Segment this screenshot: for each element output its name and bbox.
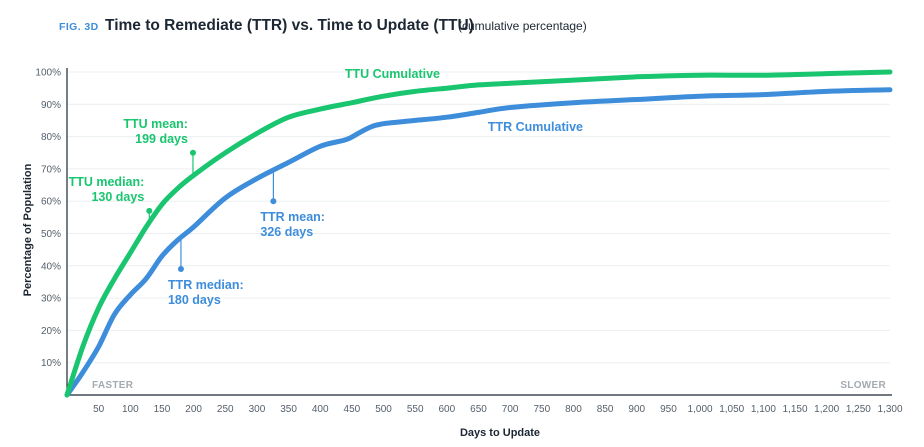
annotation-ttr-median-180-days: TTR median:180 days	[168, 237, 244, 307]
x-tick-label-450: 450	[344, 404, 361, 415]
annotation-text-line: 199 days	[135, 132, 188, 146]
annotation-ttu-median-130-days: TTU median:130 days	[69, 175, 153, 223]
x-tick-label-50: 50	[93, 404, 105, 415]
x-tick-label-1150: 1,150	[783, 404, 808, 415]
y-tick-label-30: 30%	[41, 294, 61, 305]
chart-title: Time to Remediate (TTR) vs. Time to Upda…	[105, 17, 474, 34]
gridlines	[67, 71, 890, 364]
annotation-text-line: TTU mean:	[123, 117, 188, 131]
annotation-marker	[146, 207, 153, 214]
y-tick-label-100: 100%	[35, 68, 61, 79]
x-tick-label-600: 600	[439, 404, 456, 415]
faster-label: FASTER	[92, 380, 134, 391]
x-tick-label-300: 300	[249, 404, 266, 415]
annotation-text-line: 180 days	[168, 293, 221, 307]
x-tick-label-800: 800	[565, 404, 582, 415]
x-tick-label-350: 350	[280, 404, 297, 415]
x-tick-label-550: 550	[407, 404, 424, 415]
annotation-text-line: TTR median:	[168, 278, 244, 292]
figure-label: FIG. 3D	[59, 21, 99, 33]
series-lines	[64, 69, 893, 398]
x-tick-label-100: 100	[122, 404, 139, 415]
annotation-text-line: TTR mean:	[260, 210, 325, 224]
y-tick-label-40: 40%	[41, 261, 61, 272]
slower-label: SLOWER	[840, 380, 886, 391]
annotation-marker	[177, 266, 184, 273]
x-tick-label-850: 850	[597, 404, 614, 415]
y-tick-label-50: 50%	[41, 229, 61, 240]
x-tick-label-900: 900	[628, 404, 645, 415]
y-tick-label-80: 80%	[41, 132, 61, 143]
annotation-marker	[189, 149, 196, 156]
y-tick-label-60: 60%	[41, 197, 61, 208]
x-tick-label-150: 150	[154, 404, 171, 415]
y-tick-label-10: 10%	[41, 358, 61, 369]
x-axis-title: Days to Update	[460, 427, 540, 439]
x-tick-label-1250: 1,250	[846, 404, 871, 415]
series-line-ttr-cumulative	[64, 87, 893, 398]
annotation-marker	[270, 198, 277, 205]
annotation-text-line: 326 days	[260, 225, 313, 239]
annotation-ttu-mean-199-days: TTU mean:199 days	[123, 117, 196, 176]
series-labels: TTU Cumulative TTR Cumulative	[345, 67, 583, 134]
x-tick-label-1000: 1,000	[688, 404, 713, 415]
x-tick-label-950: 950	[660, 404, 677, 415]
x-axis: 50 100 150 200 250 300 350 400 450 500 550 600 650 70…	[67, 394, 903, 415]
series-label-ttu-cumulative: TTU Cumulative	[345, 67, 440, 81]
x-tick-label-200: 200	[185, 404, 202, 415]
x-tick-label-1300: 1,300	[877, 404, 902, 415]
x-tick-label-750: 750	[533, 404, 550, 415]
y-tick-label-70: 70%	[41, 164, 61, 175]
x-tick-label-500: 500	[375, 404, 392, 415]
x-tick-label-250: 250	[217, 404, 234, 415]
annotation-text-line: TTU median:	[69, 175, 145, 189]
series-label-ttr-cumulative: TTR Cumulative	[488, 120, 583, 134]
x-tick-label-1100: 1,100	[751, 404, 776, 415]
x-tick-label-700: 700	[502, 404, 519, 415]
chart-subtitle: (cumulative percentage)	[458, 19, 587, 33]
x-tick-label-650: 650	[470, 404, 487, 415]
x-tick-label-400: 400	[312, 404, 329, 415]
annotation-ttr-mean-326-days: TTR mean:326 days	[260, 170, 325, 239]
y-axis-title: Percentage of Population	[22, 163, 34, 296]
y-axis: 10% 20% 30% 40% 50% 60% 70% 80% 90% 100%	[35, 68, 68, 395]
annotation-text-line: 130 days	[91, 190, 144, 204]
y-tick-label-20: 20%	[41, 326, 61, 337]
x-tick-label-1050: 1,050	[719, 404, 744, 415]
y-tick-label-90: 90%	[41, 100, 61, 111]
series-line-ttu-cumulative	[64, 69, 893, 398]
x-tick-label-1200: 1,200	[814, 404, 839, 415]
corner-labels: FASTER SLOWER	[92, 380, 886, 391]
